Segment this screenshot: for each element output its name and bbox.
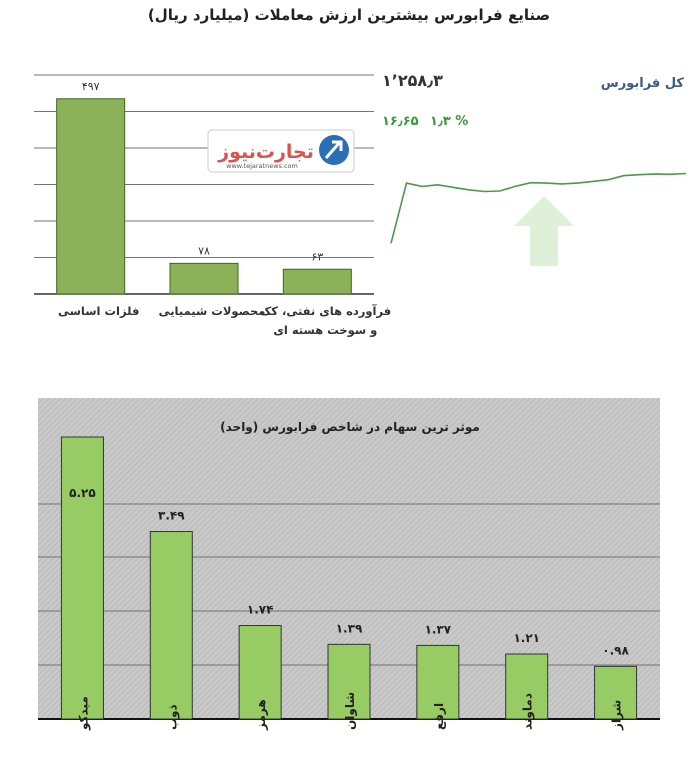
data-label: ۱.۷۴ xyxy=(247,603,274,617)
category-label: ارفع xyxy=(432,703,446,730)
data-label: ۴۹۷ xyxy=(82,80,100,93)
category-label: و سوخت هسته ای xyxy=(273,323,377,338)
data-label: ۱.۳۷ xyxy=(425,622,452,636)
data-label: ۵.۲۵ xyxy=(69,486,96,500)
bar xyxy=(282,268,352,295)
bar xyxy=(505,653,549,720)
data-label: ۶۳ xyxy=(311,250,323,263)
bar xyxy=(327,643,371,720)
category-label: شراز xyxy=(610,700,624,731)
data-label: ۷۸ xyxy=(198,244,210,257)
category-label: شاوان xyxy=(343,692,358,730)
logo-url: www.tejaratnews.com xyxy=(226,162,298,170)
data-label: ۳.۴۹ xyxy=(158,509,185,523)
chart-title: صنایع فرابورس بیشترین ارزش معاملات (میلی… xyxy=(147,6,551,24)
index-line xyxy=(390,172,687,244)
index-value: ۱٬۲۵۸٫۳ xyxy=(382,71,443,90)
bar xyxy=(56,98,126,295)
data-label: ۰.۹۸ xyxy=(602,643,629,657)
category-label: ذوب xyxy=(165,704,180,730)
category-label: میدکو xyxy=(76,696,91,731)
bar xyxy=(149,531,193,720)
bar xyxy=(169,262,239,295)
category-label: دماوند xyxy=(521,693,536,730)
category-label: محصولات شیمیایی xyxy=(159,304,266,319)
logo-text: تجارت‌نیوز xyxy=(217,141,314,163)
data-label: ۱.۳۹ xyxy=(336,621,363,635)
category-label: فلزات اساسی xyxy=(58,304,139,318)
logo-arrow-icon xyxy=(324,140,343,159)
category-label: هرمز xyxy=(254,699,268,731)
logo-box xyxy=(207,129,355,173)
index-change-percent: ۱٫۳ % xyxy=(430,114,469,129)
bar xyxy=(238,625,282,720)
index-change: ۱۶٫۶۵ xyxy=(382,114,419,129)
index-name: کل فرابورس xyxy=(600,76,684,91)
up-arrow-icon xyxy=(514,196,574,266)
chart-title: موثر ترین سهام در شاخص فرابورس (واحد) xyxy=(220,420,480,435)
bar xyxy=(60,436,104,720)
data-label: ۱.۲۱ xyxy=(513,631,540,645)
category-label: فرآورده های نفتی، کک xyxy=(259,304,391,319)
bar xyxy=(594,665,638,720)
bar xyxy=(416,644,460,720)
